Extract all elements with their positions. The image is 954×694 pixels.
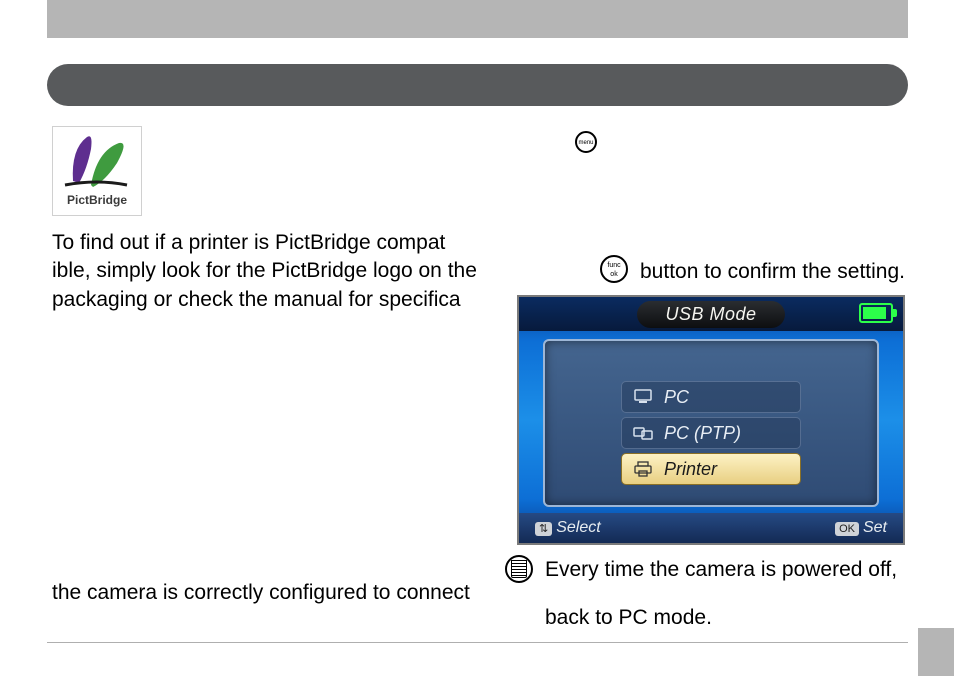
menu-label: menu <box>578 140 593 146</box>
lcd-title-bar: USB Mode <box>519 297 903 331</box>
camera-lcd-screenshot: USB Mode PC PC (PTP) Printer ⇅ Select OK <box>517 295 905 545</box>
section-header-bar <box>47 64 908 106</box>
note-line-1: Every time the camera is powered off, <box>545 556 925 584</box>
confirm-setting-text: button to confirm the setting. <box>640 258 940 286</box>
page-edge-tab <box>918 628 954 676</box>
pc-icon <box>632 389 654 405</box>
lcd-item-pc: PC <box>621 381 801 413</box>
select-btn-icon: ⇅ <box>535 522 552 536</box>
pictbridge-logo: PictBridge <box>52 126 142 216</box>
func-ok-button-icon: func ok <box>600 255 628 283</box>
pictbridge-description: To find out if a printer is PictBridge c… <box>52 229 482 314</box>
lcd-item-pc-label: PC <box>664 387 689 408</box>
pictbridge-label: PictBridge <box>53 193 141 207</box>
func-label: func <box>602 261 626 270</box>
ok-btn-icon: OK <box>835 522 859 536</box>
printer-icon <box>632 461 654 477</box>
pictbridge-swoosh-icon <box>57 129 137 195</box>
battery-icon <box>859 303 893 323</box>
lcd-menu-panel: PC PC (PTP) Printer <box>543 339 879 507</box>
lcd-item-pc-ptp: PC (PTP) <box>621 417 801 449</box>
ptp-icon <box>632 425 654 441</box>
lcd-title: USB Mode <box>637 301 784 328</box>
camera-config-text: the camera is correctly configured to co… <box>52 579 482 607</box>
lcd-select-hint: ⇅ Select <box>535 519 601 537</box>
ok-label: ok <box>602 270 626 279</box>
lcd-item-pc-ptp-label: PC (PTP) <box>664 423 741 444</box>
note-icon <box>505 555 533 583</box>
lcd-bottom-bar: ⇅ Select OK Set <box>519 513 903 543</box>
lcd-set-hint: OK Set <box>835 519 887 537</box>
top-grey-bar <box>47 0 908 38</box>
lcd-item-printer-label: Printer <box>664 459 717 480</box>
bottom-divider <box>47 642 908 643</box>
lcd-item-printer: Printer <box>621 453 801 485</box>
select-label: Select <box>556 519 600 536</box>
note-line-2: back to PC mode. <box>545 604 925 632</box>
set-label: Set <box>863 519 887 536</box>
menu-button-icon: menu <box>575 131 597 153</box>
